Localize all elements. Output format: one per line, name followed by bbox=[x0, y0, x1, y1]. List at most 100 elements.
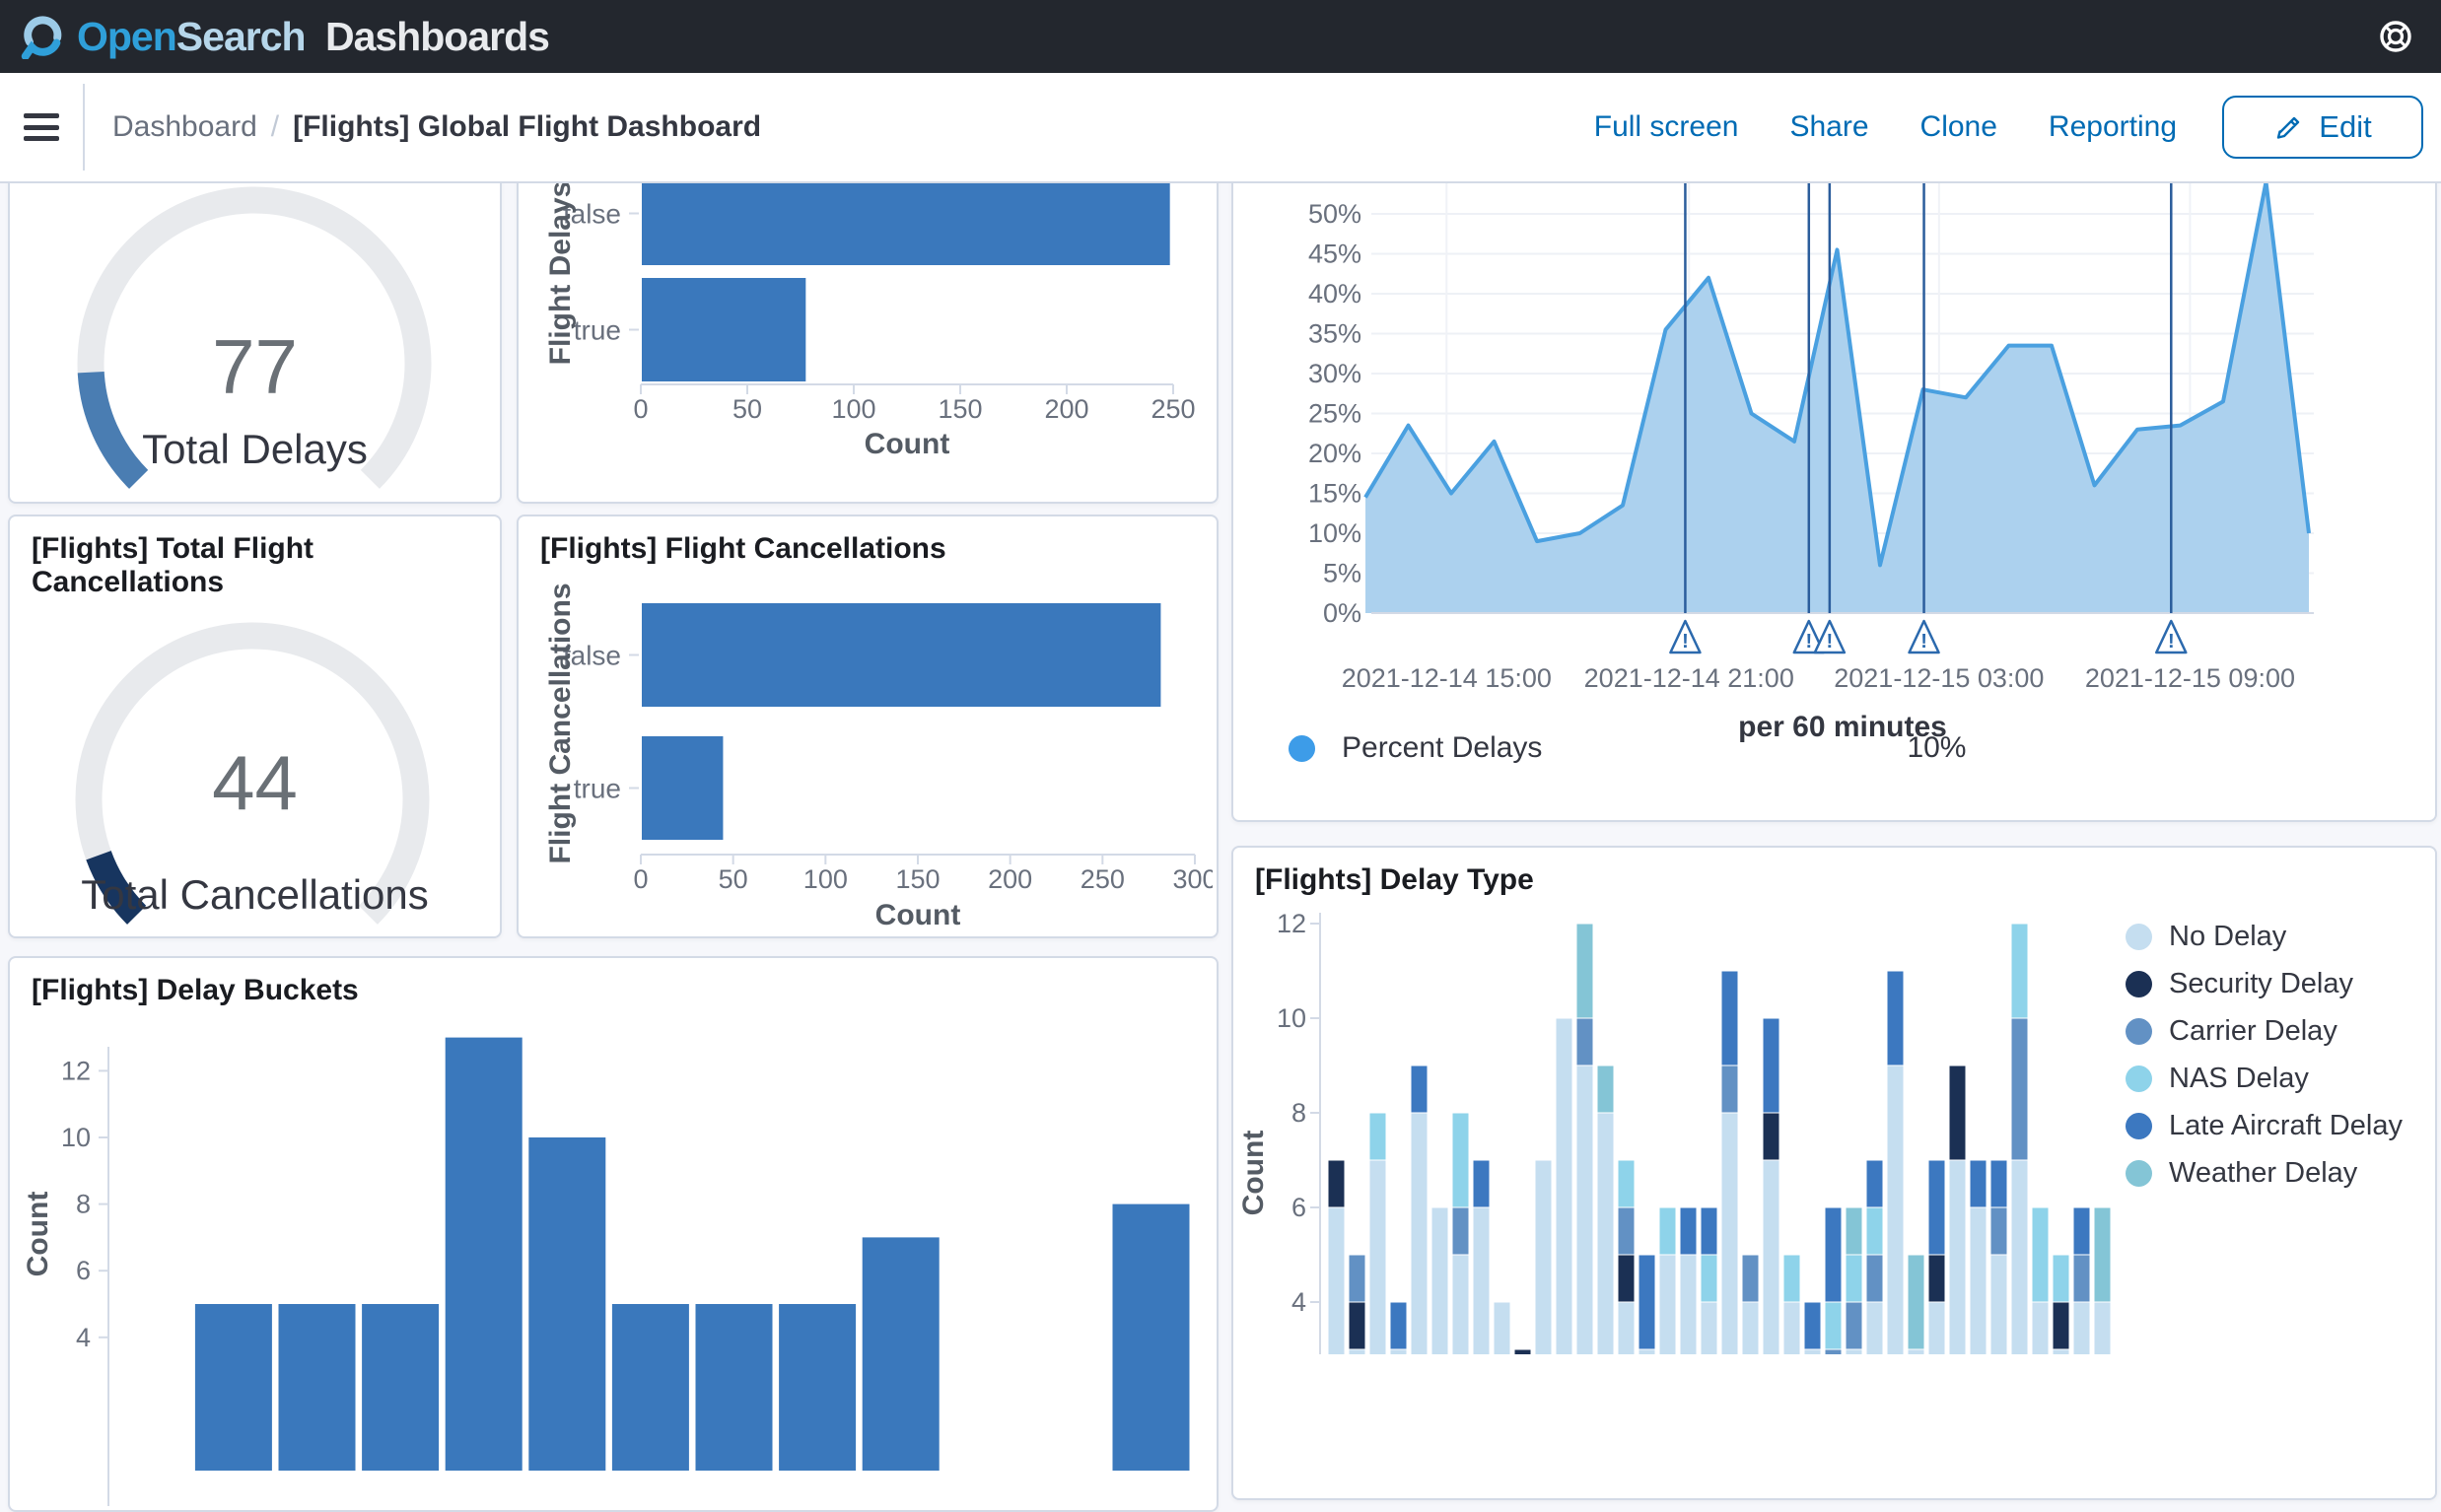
svg-text:8: 8 bbox=[1291, 1098, 1306, 1128]
breadcrumb-dashboard[interactable]: Dashboard bbox=[112, 110, 257, 143]
svg-text:0: 0 bbox=[633, 394, 648, 424]
svg-text:12: 12 bbox=[61, 1056, 91, 1085]
panel-delay-percent: 0% 5% 10% 15% 20% 25% 30% 35% 40% 45% 50%!!!!! 2021… bbox=[1231, 148, 2437, 822]
svg-text:Count: Count bbox=[22, 1192, 54, 1277]
panel-total-cancellations: [Flights] Total Flight Cancellations 44 … bbox=[8, 515, 502, 938]
svg-text:0: 0 bbox=[633, 864, 648, 894]
edit-button-label: Edit bbox=[2319, 109, 2372, 144]
legend-label: Late Aircraft Delay bbox=[2169, 1109, 2403, 1141]
svg-text:2021-12-15 03:00: 2021-12-15 03:00 bbox=[1834, 663, 2044, 693]
panel-total-delays: 77 Total Delays bbox=[8, 148, 502, 504]
svg-text:15%: 15% bbox=[1308, 479, 1361, 509]
panel-delay-type: [Flights] Delay Type 4 6 8 10 12 Count No Del… bbox=[1231, 846, 2437, 1500]
share-link[interactable]: Share bbox=[1789, 110, 1869, 143]
svg-text:150: 150 bbox=[895, 864, 940, 894]
svg-text:2021-12-15 09:00: 2021-12-15 09:00 bbox=[2085, 663, 2295, 693]
panel-title: [Flights] Delay Type bbox=[1255, 863, 1534, 896]
legend-dot bbox=[2126, 923, 2152, 950]
delay-type-legend: No Delay Security Delay Carrier Delay NAS D… bbox=[2126, 913, 2403, 1197]
panel-title: [Flights] Delay Buckets bbox=[32, 974, 359, 1006]
total-delays-value: 77 bbox=[212, 323, 298, 410]
reporting-link[interactable]: Reporting bbox=[2048, 110, 2177, 143]
nav-actions: Full screen Share Clone Reporting Edit bbox=[1543, 96, 2423, 159]
svg-text:10: 10 bbox=[61, 1123, 91, 1152]
svg-text:true: true bbox=[574, 315, 621, 346]
clone-link[interactable]: Clone bbox=[1919, 110, 1997, 143]
svg-text:!: ! bbox=[1805, 631, 1812, 653]
svg-text:300: 300 bbox=[1172, 864, 1213, 894]
page-title: [Flights] Global Flight Dashboard bbox=[293, 110, 762, 143]
percent-delays-legend-value: 10% bbox=[1907, 731, 1967, 764]
svg-text:20%: 20% bbox=[1308, 439, 1361, 468]
percent-delays-legend-label[interactable]: Percent Delays bbox=[1342, 731, 1543, 764]
legend-item-no-delay[interactable]: No Delay bbox=[2126, 913, 2403, 960]
legend-label: Weather Delay bbox=[2169, 1156, 2358, 1189]
legend-label: No Delay bbox=[2169, 920, 2287, 952]
svg-text:2021-12-14 21:00: 2021-12-14 21:00 bbox=[1584, 663, 1794, 693]
flight-delays-chart[interactable]: 0 50 100 150 200 250 false true Count Flight Dela… bbox=[519, 150, 1213, 498]
legend-item-security-delay[interactable]: Security Delay bbox=[2126, 960, 2403, 1007]
svg-text:Count: Count bbox=[1237, 1131, 1270, 1216]
total-cancellations-label: Total Cancellations bbox=[81, 871, 429, 918]
total-cancellations-value: 44 bbox=[212, 739, 298, 826]
svg-text:40%: 40% bbox=[1308, 279, 1361, 309]
svg-text:50: 50 bbox=[732, 394, 762, 424]
legend-item-late-aircraft-delay[interactable]: Late Aircraft Delay bbox=[2126, 1102, 2403, 1149]
total-delays-gauge[interactable] bbox=[10, 150, 500, 502]
legend-item-carrier-delay[interactable]: Carrier Delay bbox=[2126, 1007, 2403, 1055]
svg-text:200: 200 bbox=[988, 864, 1032, 894]
svg-text:100: 100 bbox=[831, 394, 875, 424]
svg-text:true: true bbox=[574, 774, 621, 804]
edit-button[interactable]: Edit bbox=[2222, 96, 2423, 159]
svg-text:50: 50 bbox=[719, 864, 748, 894]
svg-text:100: 100 bbox=[803, 864, 848, 894]
logo-search: Search bbox=[175, 13, 307, 59]
svg-text:!: ! bbox=[1920, 631, 1927, 653]
legend-item-weather-delay[interactable]: Weather Delay bbox=[2126, 1149, 2403, 1197]
svg-text:30%: 30% bbox=[1308, 359, 1361, 388]
svg-text:12: 12 bbox=[1277, 909, 1306, 938]
pencil-icon bbox=[2277, 116, 2300, 139]
total-delays-label: Total Delays bbox=[142, 426, 368, 472]
legend-item-nas-delay[interactable]: NAS Delay bbox=[2126, 1055, 2403, 1102]
svg-text:250: 250 bbox=[1151, 394, 1195, 424]
percent-delays-legend-dot[interactable] bbox=[1289, 734, 1315, 762]
svg-text:Count: Count bbox=[875, 899, 961, 931]
svg-text:8: 8 bbox=[76, 1190, 91, 1219]
delay-percent-chart[interactable]: 0%5%10%15%20%25%30%35%40%45%50%!!!! !2021… bbox=[1233, 150, 2431, 781]
panel-title: [Flights] Total Flight Cancellations bbox=[32, 532, 314, 598]
svg-text:5%: 5% bbox=[1323, 559, 1361, 588]
full-screen-link[interactable]: Full screen bbox=[1593, 110, 1739, 143]
flight-cancellations-chart[interactable]: 0 50 100 150 200 250 300 false true Count Flight C… bbox=[519, 516, 1213, 932]
navbar: Dashboard / [Flights] Global Flight Dash… bbox=[0, 73, 2441, 183]
svg-text:200: 200 bbox=[1044, 394, 1088, 424]
legend-label: NAS Delay bbox=[2169, 1062, 2309, 1094]
panel-flight-cancellations: [Flights] Flight Cancellations 0 50 100 150… bbox=[517, 515, 1219, 938]
menu-icon[interactable] bbox=[24, 113, 59, 141]
top-app-bar: OpenSearch Dashboards bbox=[0, 0, 2441, 73]
svg-text:250: 250 bbox=[1081, 864, 1125, 894]
svg-text:6: 6 bbox=[1291, 1193, 1306, 1222]
panel-flight-delays: 0 50 100 150 200 250 false true Count Flight Dela… bbox=[517, 148, 1219, 504]
svg-text:per 60 minutes: per 60 minutes bbox=[1738, 711, 1947, 743]
svg-text:150: 150 bbox=[938, 394, 982, 424]
delay-buckets-chart[interactable]: 4 6 8 10 12 Count bbox=[10, 958, 1213, 1506]
svg-text:!: ! bbox=[1827, 631, 1834, 653]
delay-type-chart[interactable]: 4 6 8 10 12 Count bbox=[1233, 848, 2431, 1354]
legend-dot bbox=[2126, 1065, 2152, 1092]
svg-text:2021-12-14 15:00: 2021-12-14 15:00 bbox=[1342, 663, 1552, 693]
svg-text:Flight Cancellations: Flight Cancellations bbox=[544, 583, 577, 863]
svg-text:Count: Count bbox=[865, 428, 950, 460]
svg-text:false: false bbox=[563, 641, 621, 671]
legend-dot bbox=[2126, 1112, 2152, 1139]
total-cancellations-gauge[interactable] bbox=[10, 516, 496, 932]
help-icon[interactable] bbox=[2376, 17, 2415, 56]
panel-title: [Flights] Flight Cancellations bbox=[540, 532, 946, 565]
opensearch-logo-icon bbox=[21, 16, 62, 59]
svg-text:6: 6 bbox=[76, 1256, 91, 1285]
svg-text:false: false bbox=[563, 199, 621, 230]
svg-text:45%: 45% bbox=[1308, 240, 1361, 269]
legend-label: Security Delay bbox=[2169, 967, 2353, 999]
logo-dashboards: Dashboards bbox=[324, 13, 550, 59]
opensearch-logo[interactable]: OpenSearch Dashboards bbox=[20, 13, 550, 60]
